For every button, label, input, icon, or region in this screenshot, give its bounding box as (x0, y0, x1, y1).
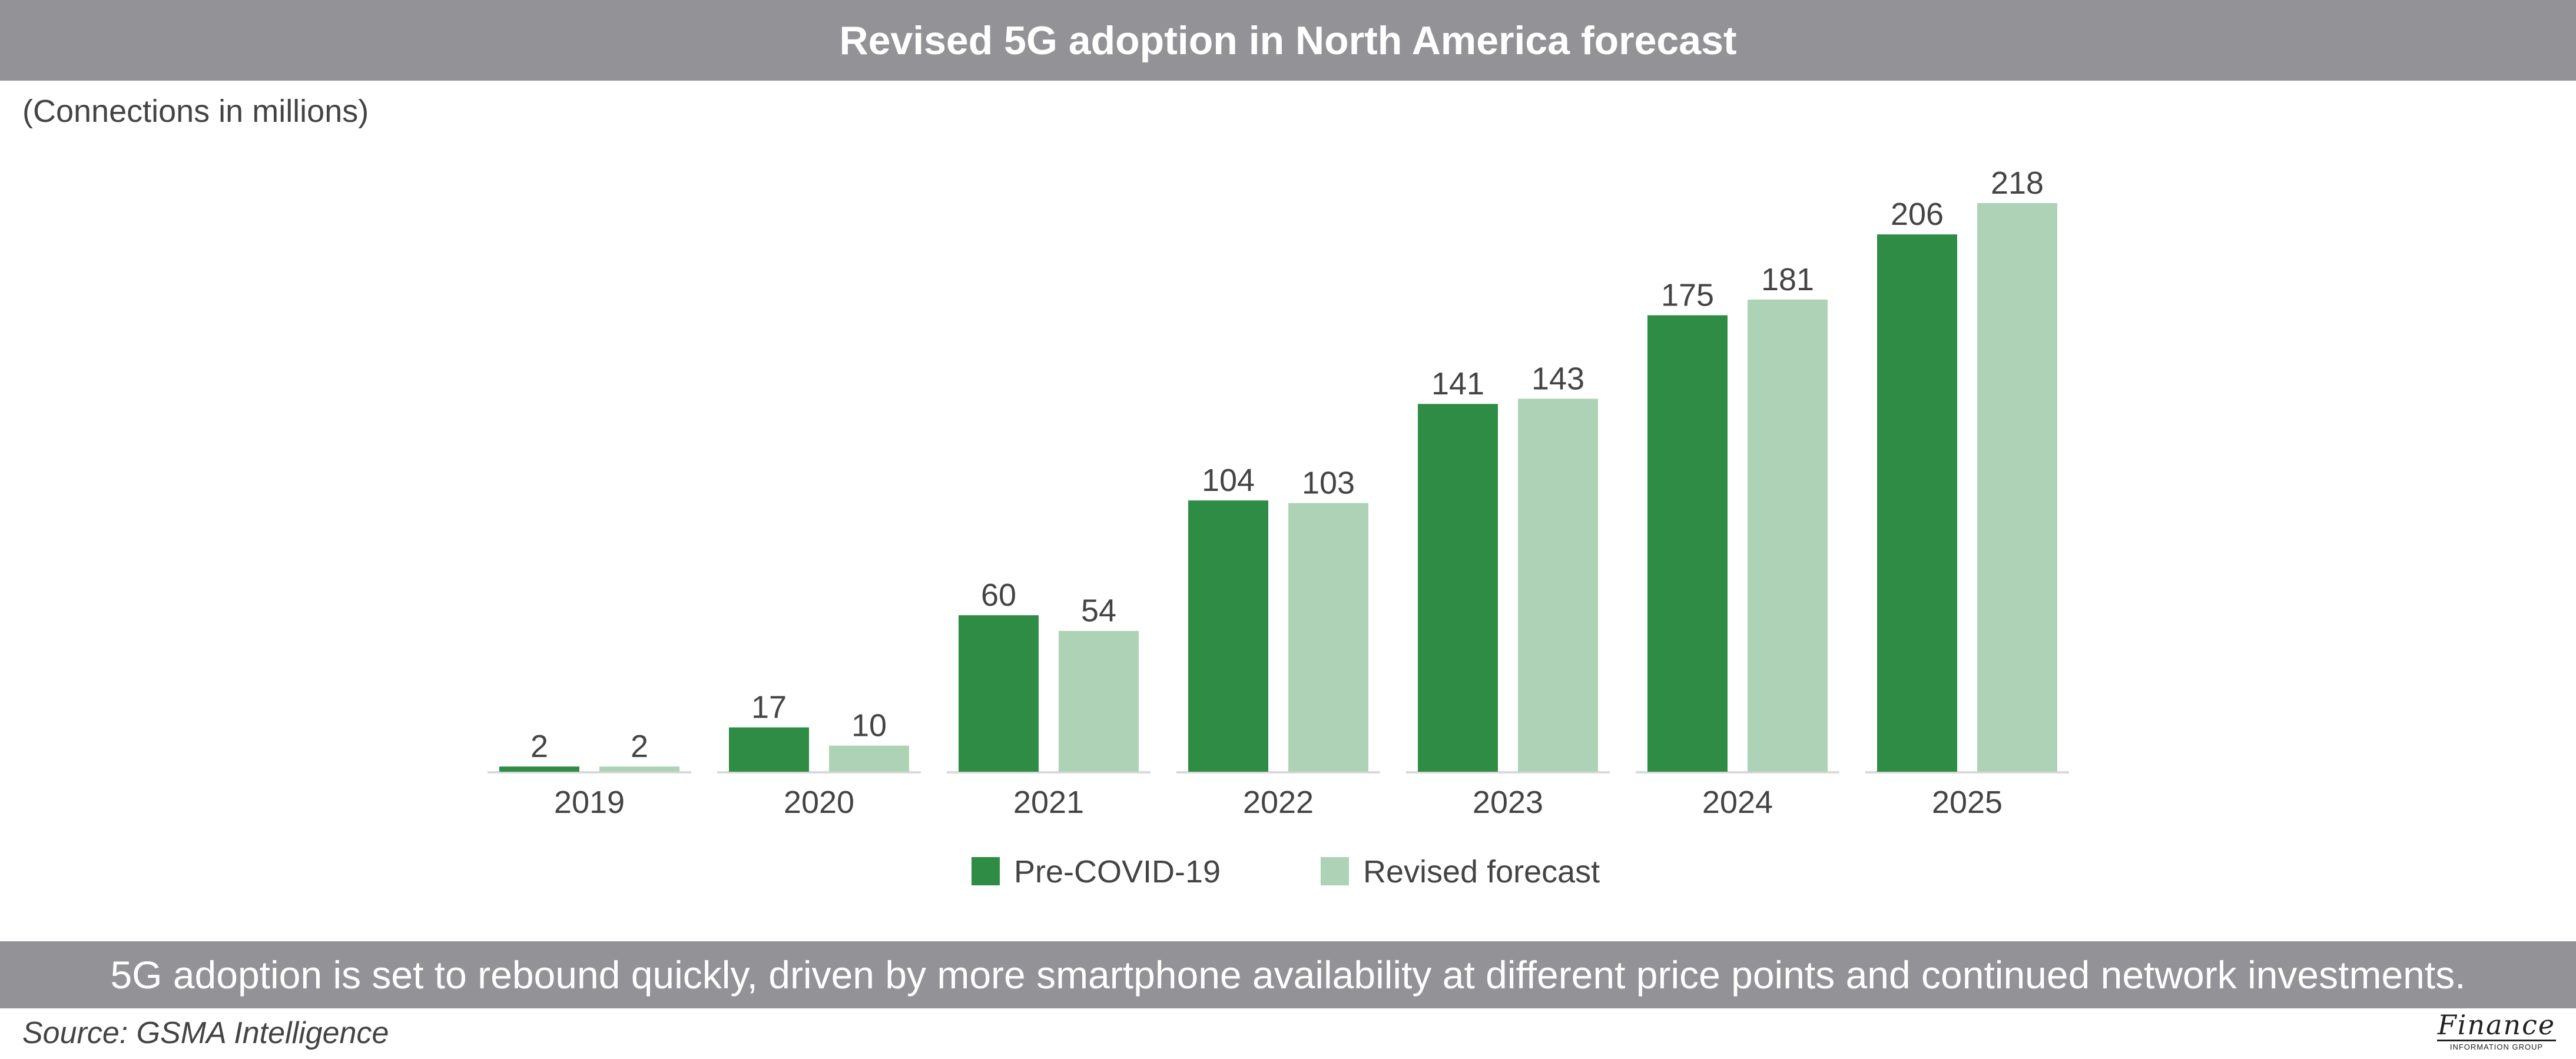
legend-swatch-pre-covid (972, 857, 1000, 885)
data-label: 206 (1891, 197, 1944, 232)
bar-pre-covid-2020 (729, 727, 809, 772)
bar-pre-covid-2025 (1877, 234, 1957, 772)
x-tick-label: 2019 (554, 785, 625, 820)
x-tick-label: 2020 (784, 785, 854, 820)
bar-pre-covid-2021 (959, 615, 1039, 772)
data-label: 17 (751, 690, 787, 725)
data-label: 60 (981, 577, 1016, 613)
bar-revised-2021 (1059, 630, 1139, 772)
chart-title: Revised 5G adoption in North America for… (839, 18, 1737, 63)
data-label: 2 (531, 729, 548, 764)
x-tick-label: 2023 (1473, 785, 1543, 820)
x-tick-label: 2025 (1932, 785, 2003, 820)
units-label: (Connections in millions) (22, 94, 369, 129)
data-label: 143 (1531, 361, 1584, 396)
data-label: 10 (851, 708, 887, 743)
data-label: 54 (1081, 593, 1116, 629)
takeaway-bar: 5G adoption is set to rebound quickly, d… (0, 941, 2576, 1008)
logo-subtitle: INFORMATION GROUP (2449, 1043, 2544, 1051)
data-label: 104 (1202, 463, 1255, 498)
x-tick-label: 2024 (1702, 785, 1773, 820)
bar-pre-covid-2023 (1418, 404, 1498, 772)
logo-divider (2437, 1040, 2556, 1041)
legend-swatch-revised (1321, 857, 1349, 885)
bar-pre-covid-2022 (1188, 500, 1268, 772)
takeaway-text: 5G adoption is set to rebound quickly, d… (110, 953, 2466, 997)
legend-label-pre-covid: Pre-COVID-19 (1014, 854, 1221, 889)
data-label: 141 (1431, 366, 1484, 401)
data-label: 2 (631, 729, 648, 764)
data-label: 218 (1991, 165, 2044, 201)
bar-revised-2025 (1977, 203, 2057, 772)
bar-pre-covid-2019 (499, 766, 579, 772)
x-tick-label: 2022 (1243, 785, 1314, 820)
data-label: 103 (1302, 466, 1355, 501)
bar-revised-2019 (599, 766, 679, 772)
bar-revised-2023 (1518, 399, 1598, 772)
finance-information-group-logo: Finance INFORMATION GROUP (2435, 1009, 2558, 1051)
bar-revised-2022 (1288, 503, 1368, 772)
chart-title-bar: Revised 5G adoption in North America for… (0, 0, 2576, 81)
bar-revised-2020 (829, 745, 909, 772)
legend-label-revised: Revised forecast (1363, 854, 1600, 889)
logo-word: Finance (2437, 1009, 2556, 1041)
data-label: 181 (1761, 262, 1814, 297)
source-note: Source: GSMA Intelligence (22, 1016, 389, 1050)
bar-pre-covid-2024 (1647, 315, 1728, 772)
bar-revised-2024 (1748, 299, 1828, 772)
x-tick-label: 2021 (1013, 785, 1084, 820)
data-label: 175 (1661, 278, 1714, 313)
